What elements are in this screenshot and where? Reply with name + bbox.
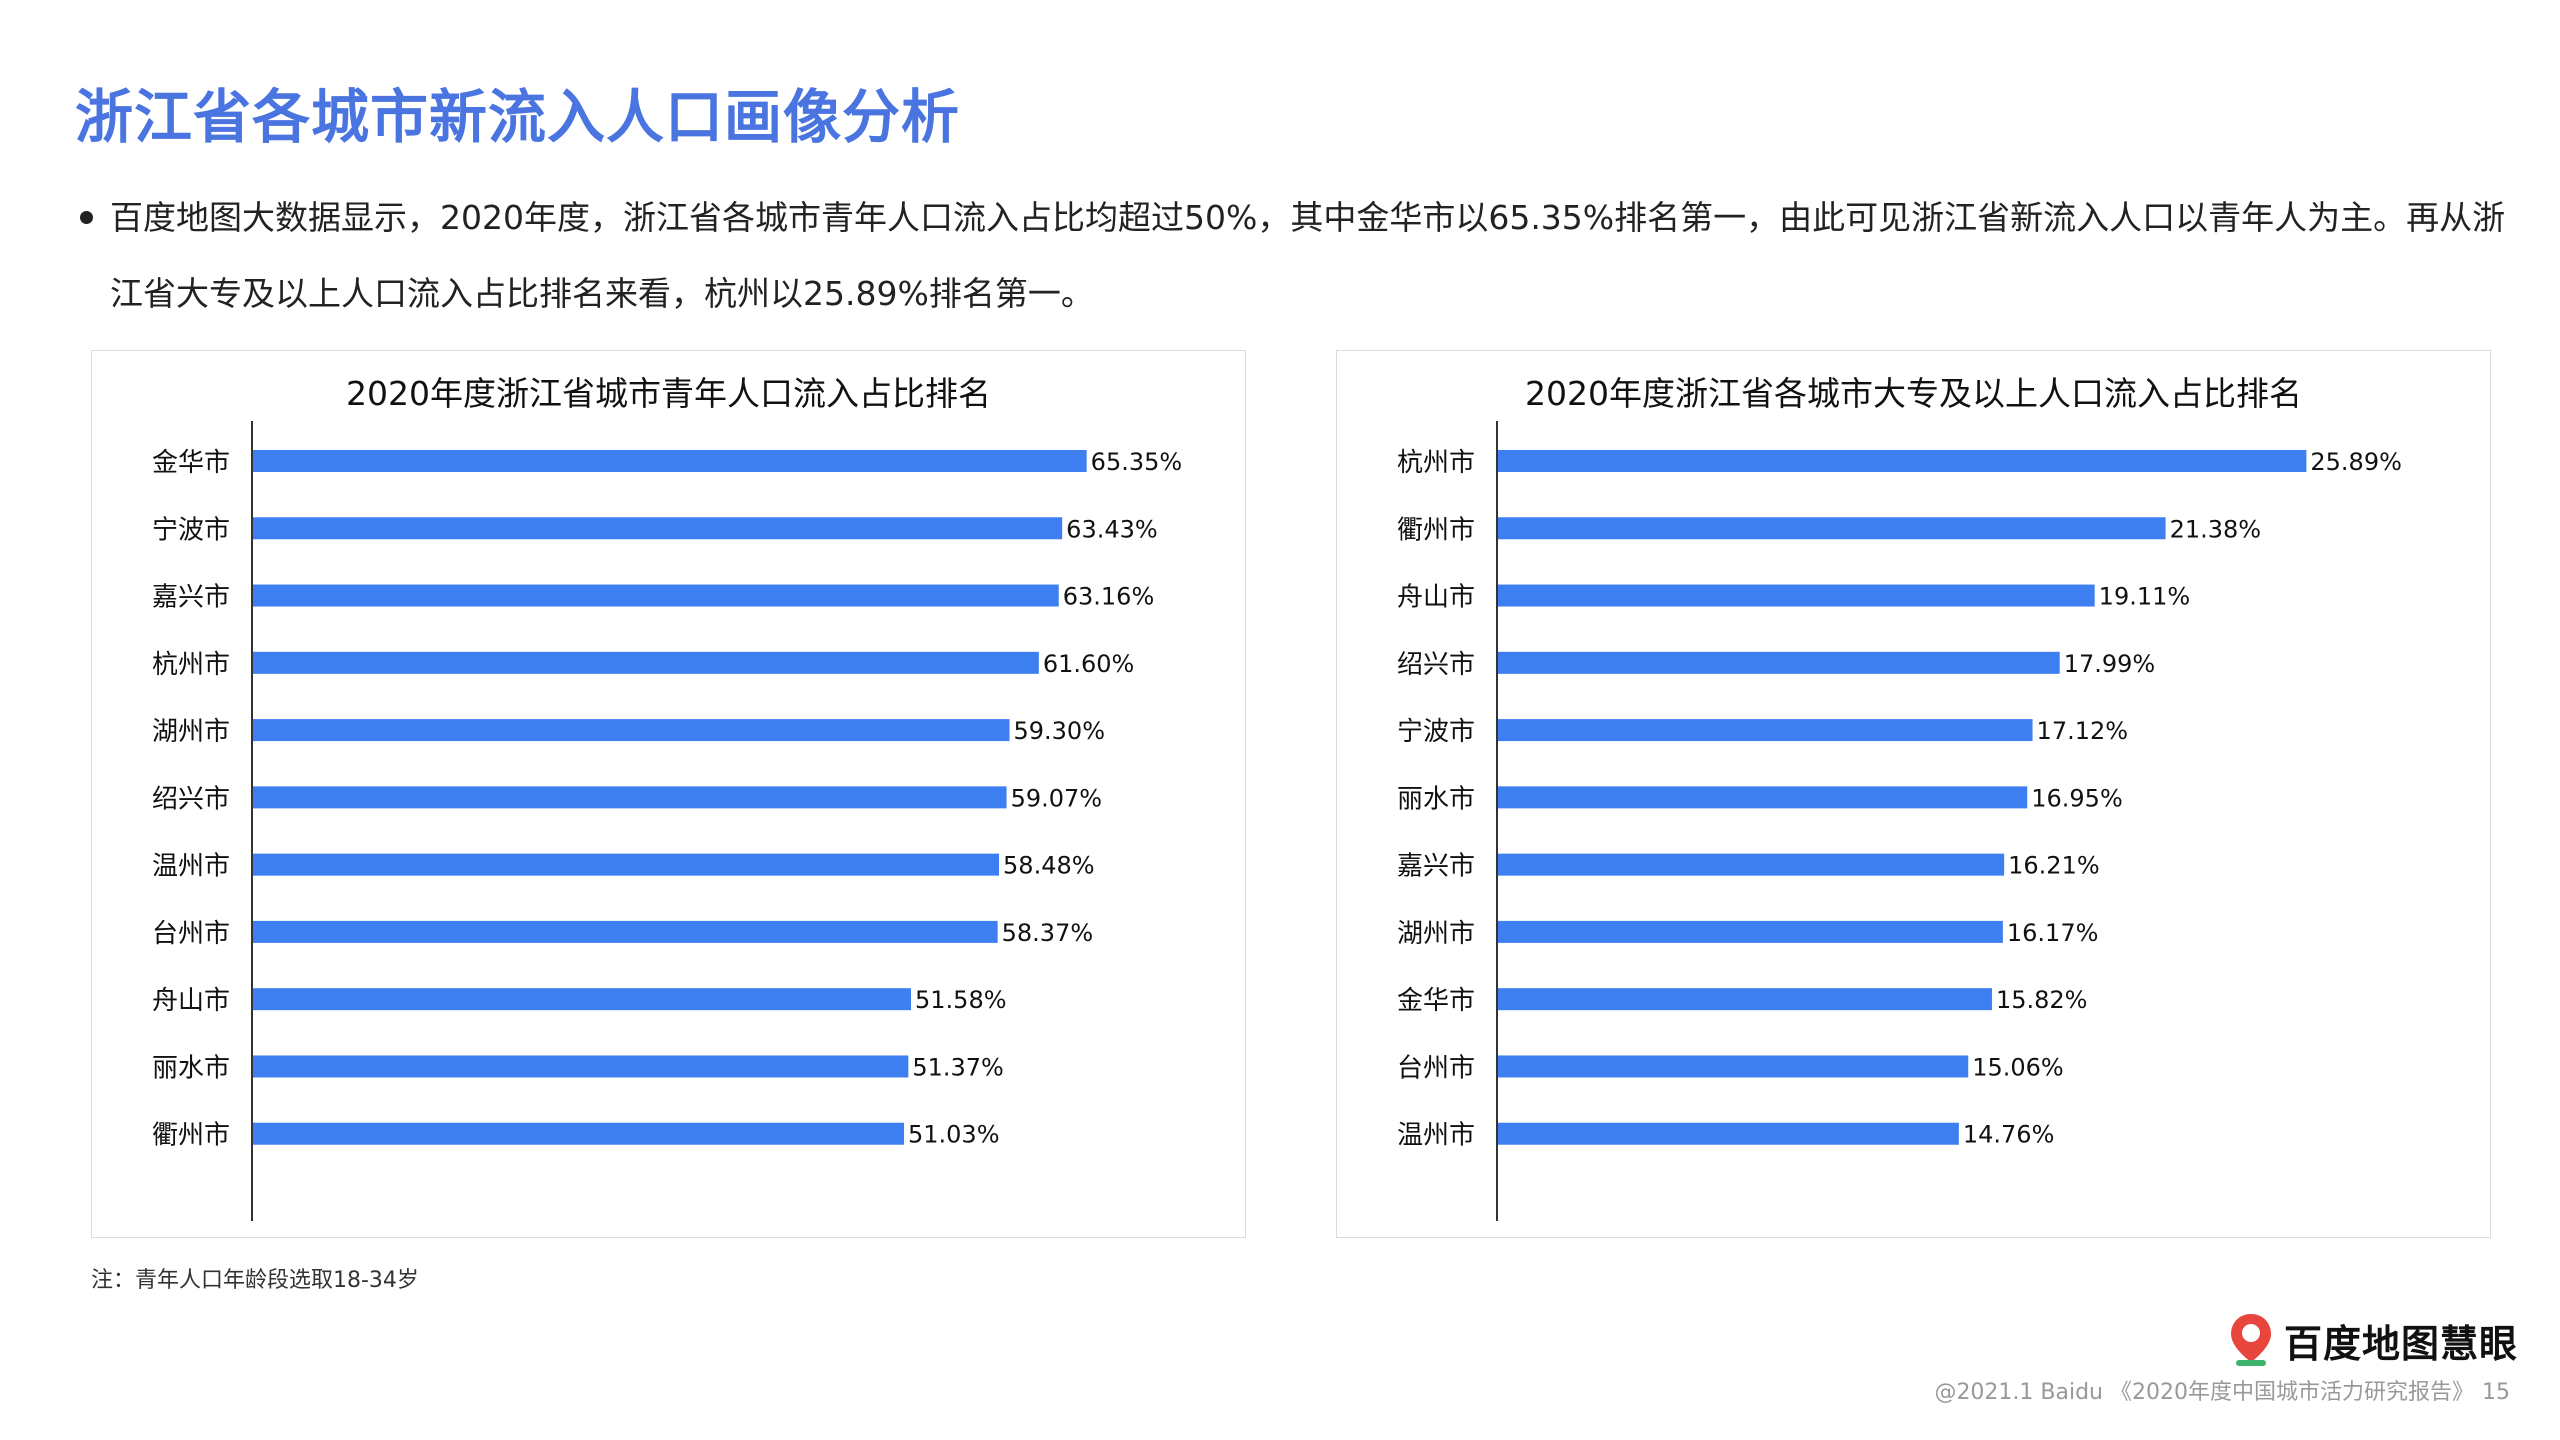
category-label: 丽水市 bbox=[152, 1053, 230, 1083]
bar bbox=[1498, 853, 2005, 876]
brand-logo: 百度地图慧眼 bbox=[2228, 1312, 2518, 1368]
data-label: 19.11% bbox=[2099, 583, 2191, 611]
page-footer: @2021.1 Baidu 《2020年度中国城市活力研究报告》 15 bbox=[1934, 1374, 2510, 1406]
data-label: 14.76% bbox=[1963, 1121, 2055, 1149]
chart-title: 2020年度浙江省城市青年人口流入占比排名 bbox=[346, 374, 991, 413]
summary-text: 百度地图大数据显示，2020年度，浙江省各城市青年人口流入占比均超过50%，其中… bbox=[110, 198, 2506, 313]
category-label: 嘉兴市 bbox=[1397, 852, 1475, 882]
map-pin-icon bbox=[2231, 1314, 2271, 1366]
data-label: 51.03% bbox=[908, 1121, 1000, 1149]
chart-plot: 杭州市 25.89% 衢州市 21.38% 舟山市 19.11% 绍兴市 17.99% 宁波市 1… bbox=[1397, 421, 2402, 1221]
data-label: 63.16% bbox=[1063, 583, 1155, 611]
data-label: 58.48% bbox=[1003, 852, 1095, 880]
category-label: 宁波市 bbox=[152, 515, 230, 545]
bar bbox=[253, 651, 1039, 674]
category-label: 舟山市 bbox=[1397, 583, 1475, 613]
bar bbox=[253, 1122, 904, 1145]
summary-paragraph: 百度地图大数据显示，2020年度，浙江省各城市青年人口流入占比均超过50%，其中… bbox=[80, 180, 2520, 332]
chart-plot: 金华市 65.35% 宁波市 63.43% 嘉兴市 63.16% 杭州市 61.60% 湖州市 5… bbox=[152, 421, 1183, 1221]
data-label: 15.06% bbox=[1972, 1053, 2064, 1081]
category-label: 台州市 bbox=[1397, 1053, 1475, 1083]
bar bbox=[1498, 517, 2166, 540]
bar bbox=[1498, 584, 2095, 607]
data-label: 51.58% bbox=[915, 986, 1007, 1014]
chart-college-inflow: 2020年度浙江省各城市大专及以上人口流入占比排名 杭州市 25.89% 衢州市 21… bbox=[1336, 350, 2491, 1238]
category-label: 嘉兴市 bbox=[152, 583, 230, 613]
footer-copyright: @2021.1 Baidu 《2020年度中国城市活力研究报告》 bbox=[1934, 1380, 2474, 1405]
category-label: 金华市 bbox=[1397, 986, 1475, 1016]
category-label: 衢州市 bbox=[152, 1121, 230, 1151]
bar bbox=[253, 1055, 909, 1078]
chart-youth-inflow: 2020年度浙江省城市青年人口流入占比排名 金华市 65.35% 宁波市 63.43%… bbox=[91, 350, 1246, 1238]
page-title: 浙江省各城市新流入人口画像分析 bbox=[75, 83, 961, 151]
bar bbox=[1498, 651, 2060, 674]
bar bbox=[1498, 988, 1992, 1011]
data-label: 15.82% bbox=[1996, 986, 2088, 1014]
bar bbox=[253, 786, 1007, 809]
category-label: 衢州市 bbox=[1397, 515, 1475, 545]
data-label: 58.37% bbox=[1002, 919, 1094, 947]
data-label: 21.38% bbox=[2170, 515, 2262, 543]
data-label: 16.95% bbox=[2031, 784, 2123, 812]
bar bbox=[253, 853, 1000, 876]
bar bbox=[253, 920, 998, 943]
data-label: 59.30% bbox=[1013, 717, 1105, 745]
footnote: 注：青年人口年龄段选取18-34岁 bbox=[91, 1268, 419, 1293]
bar bbox=[253, 719, 1010, 742]
data-label: 61.60% bbox=[1043, 650, 1135, 678]
bar bbox=[1498, 1122, 1959, 1145]
chart-title: 2020年度浙江省各城市大专及以上人口流入占比排名 bbox=[1525, 374, 2302, 413]
category-label: 丽水市 bbox=[1397, 784, 1475, 814]
category-label: 杭州市 bbox=[1397, 448, 1475, 478]
category-label: 湖州市 bbox=[1397, 919, 1475, 949]
bar bbox=[253, 988, 912, 1011]
category-label: 湖州市 bbox=[152, 717, 230, 747]
category-label: 金华市 bbox=[152, 448, 230, 478]
logo-text: 百度地图慧眼 bbox=[2284, 1321, 2519, 1366]
data-label: 16.17% bbox=[2007, 919, 2099, 947]
category-label: 温州市 bbox=[1397, 1121, 1475, 1151]
category-label: 绍兴市 bbox=[1397, 650, 1475, 680]
category-label: 宁波市 bbox=[1397, 717, 1475, 747]
bar bbox=[1498, 450, 2307, 472]
bar bbox=[253, 450, 1087, 472]
data-label: 17.12% bbox=[2037, 717, 2129, 745]
page-number: 15 bbox=[2482, 1380, 2510, 1405]
bar bbox=[253, 584, 1059, 607]
category-label: 温州市 bbox=[152, 852, 230, 882]
bar bbox=[253, 517, 1063, 540]
data-label: 16.21% bbox=[2008, 852, 2100, 880]
bar bbox=[1498, 1055, 1969, 1078]
category-label: 绍兴市 bbox=[152, 784, 230, 814]
data-label: 51.37% bbox=[912, 1053, 1004, 1081]
data-label: 65.35% bbox=[1091, 448, 1183, 476]
bullet-icon bbox=[80, 211, 93, 224]
data-label: 25.89% bbox=[2310, 448, 2402, 476]
bar bbox=[1498, 786, 2028, 809]
bar bbox=[1498, 920, 2003, 943]
category-label: 台州市 bbox=[152, 919, 230, 949]
data-label: 63.43% bbox=[1066, 515, 1158, 543]
category-label: 舟山市 bbox=[152, 986, 230, 1016]
bar bbox=[1498, 719, 2033, 742]
data-label: 17.99% bbox=[2064, 650, 2156, 678]
category-label: 杭州市 bbox=[152, 650, 230, 680]
data-label: 59.07% bbox=[1011, 784, 1103, 812]
